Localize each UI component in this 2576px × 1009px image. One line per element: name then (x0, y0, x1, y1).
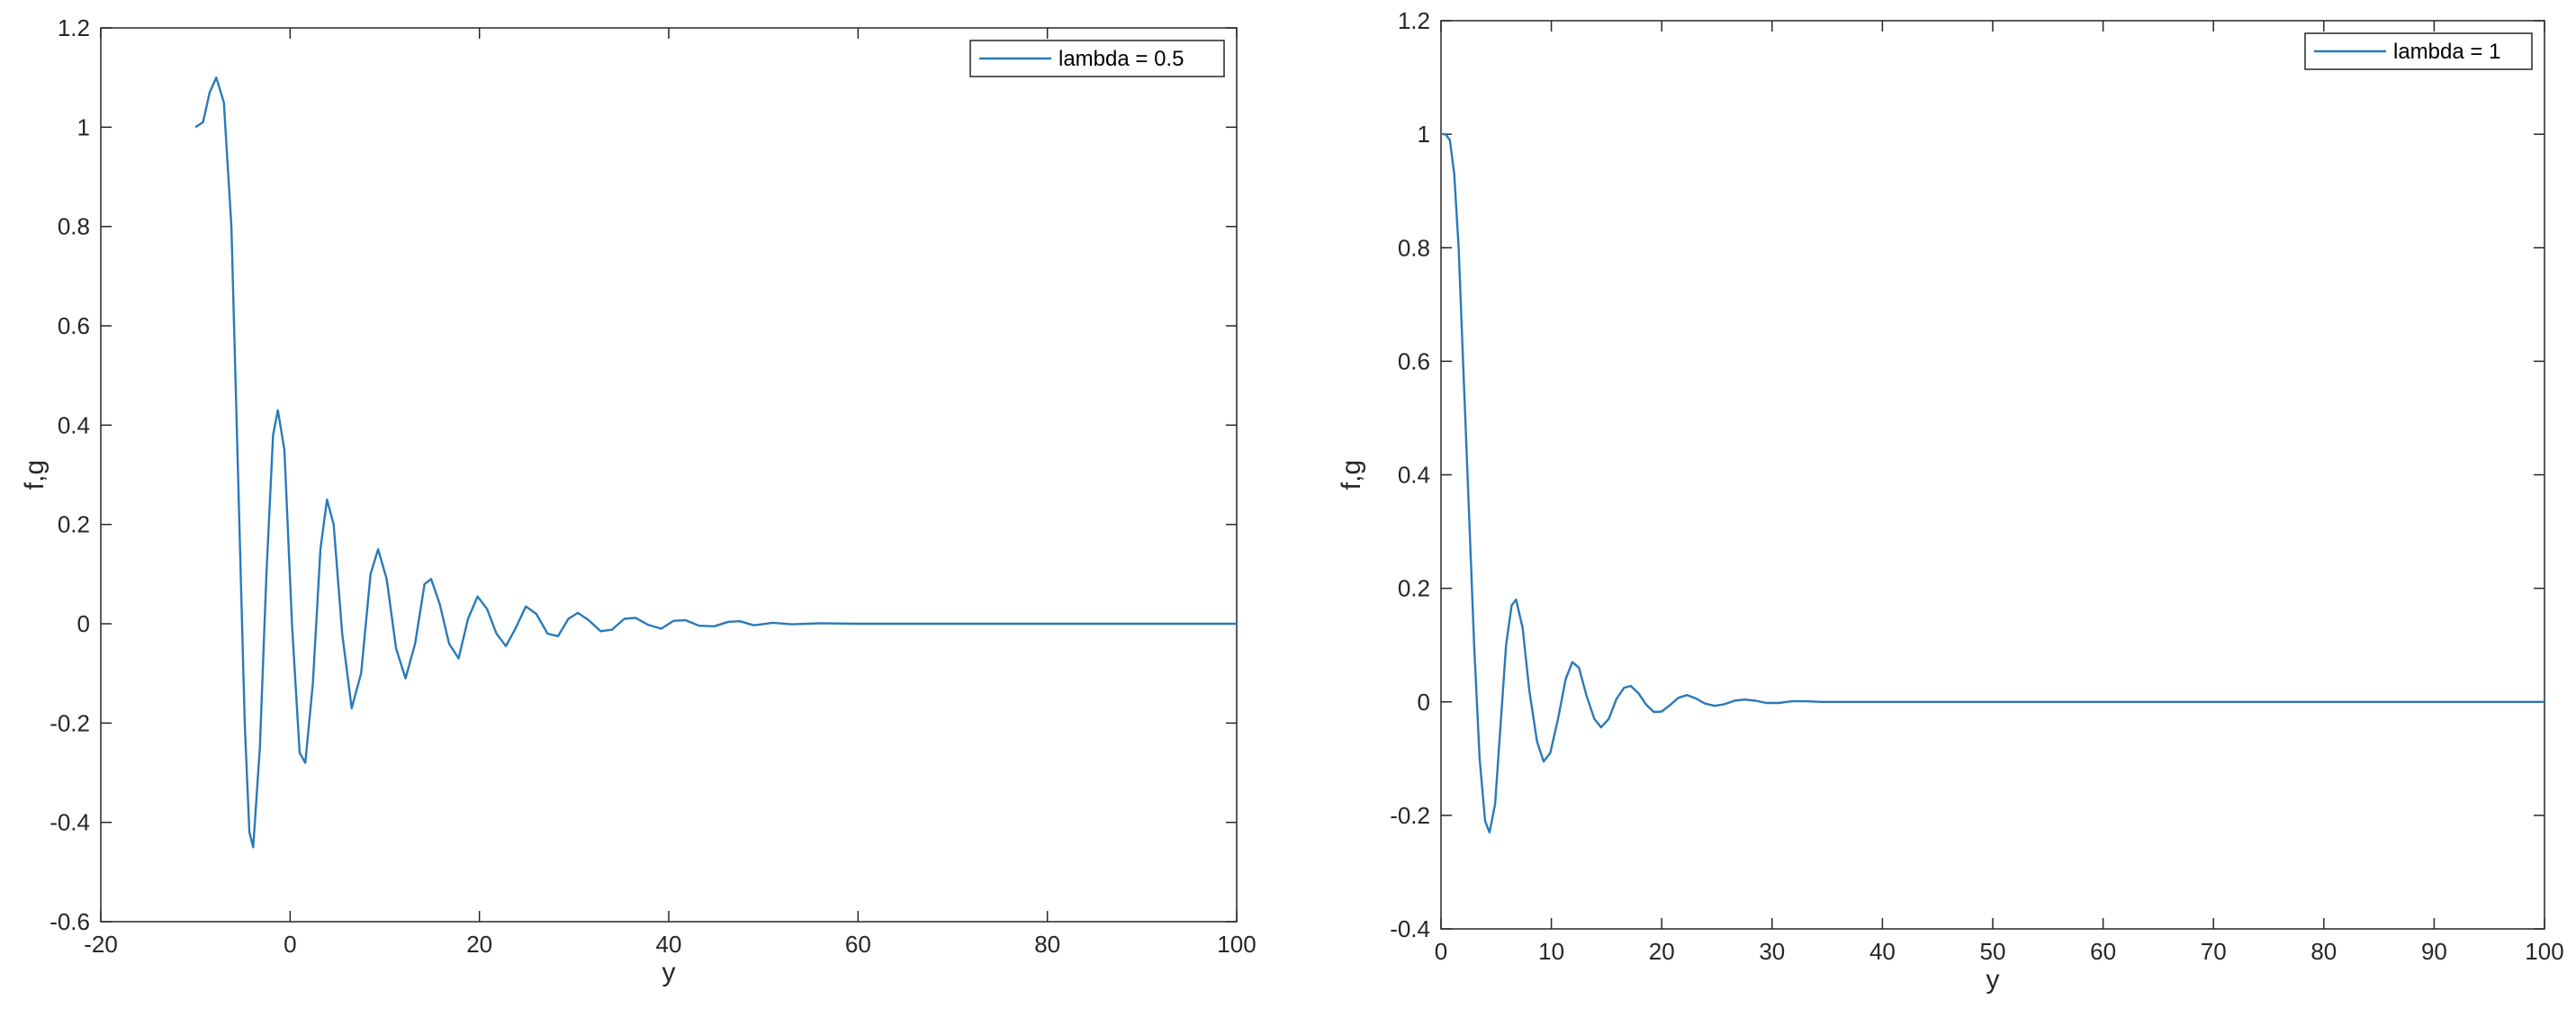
legend-label: lambda = 0.5 (1058, 47, 1184, 71)
y-tick-label: 1 (1418, 121, 1430, 148)
y-tick-label: 1.2 (58, 14, 90, 41)
x-tick-label: 100 (1217, 931, 1256, 958)
y-tick-label: -0.6 (50, 908, 90, 935)
y-tick-label: 1 (77, 113, 90, 140)
x-tick-label: 30 (1759, 938, 1785, 965)
y-tick-label: 0.2 (58, 511, 90, 538)
y-tick-label: -0.2 (1390, 802, 1430, 829)
x-tick-label: 20 (1649, 938, 1675, 965)
left-chart: -20 0 20 40 60 80 100 -0.6 -0.4 -0.2 0 0.2 0.4 0.6 0.8… (20, 14, 1256, 987)
legend: lambda = 0.5 (969, 40, 1225, 77)
y-tick-label: 0.8 (1398, 234, 1430, 261)
y-tick-label: 0.4 (58, 411, 90, 438)
x-tick-label: 60 (845, 931, 871, 958)
legend-label: lambda = 1 (2393, 40, 2500, 64)
y-tick-label: -0.4 (1390, 915, 1430, 942)
y-tick-label: -0.4 (50, 809, 90, 836)
y-tick-label: 0.4 (1398, 462, 1430, 489)
y-tick-label: 1.2 (1398, 7, 1430, 34)
x-tick-label: 0 (1435, 938, 1447, 965)
x-axis-label: y (662, 958, 676, 987)
x-tick-label: 100 (2525, 938, 2563, 965)
x-tick-label: 80 (2310, 938, 2337, 965)
series-line (194, 77, 1237, 849)
x-tick-label: 0 (284, 931, 296, 958)
series-line (1441, 132, 2544, 833)
x-tick-label: 40 (656, 931, 682, 958)
y-tick-label: 0.6 (58, 312, 90, 339)
x-tick-label: 70 (2201, 938, 2227, 965)
y-tick-label: -0.2 (50, 709, 90, 736)
y-tick-label: 0.2 (1398, 575, 1430, 602)
x-tick-label: 90 (2421, 938, 2447, 965)
y-tick-label: 0.8 (58, 213, 90, 240)
legend: lambda = 1 (2304, 32, 2533, 70)
x-axis-label: y (1986, 965, 2000, 995)
y-axis-label: f,g (1337, 460, 1366, 490)
x-tick-label: 20 (466, 931, 492, 958)
plot-area (100, 27, 1238, 923)
y-tick-label: 0 (77, 610, 90, 637)
x-tick-label: 10 (1538, 938, 1564, 965)
x-tick-label: 80 (1034, 931, 1060, 958)
x-tick-label: 60 (2090, 938, 2116, 965)
x-tick-label: 40 (1869, 938, 1896, 965)
right-chart: 0 10 20 30 40 50 60 70 80 90 100 -0.4 -0.2 0 0.2 0.4 0.6… (1337, 7, 2564, 995)
y-tick-label: 0 (1418, 689, 1430, 716)
y-tick-label: 0.6 (1398, 347, 1430, 374)
x-tick-label: -20 (84, 931, 118, 958)
x-tick-label: 50 (1980, 938, 2006, 965)
y-axis-label: f,g (20, 460, 50, 490)
plot-area (1440, 20, 2545, 930)
